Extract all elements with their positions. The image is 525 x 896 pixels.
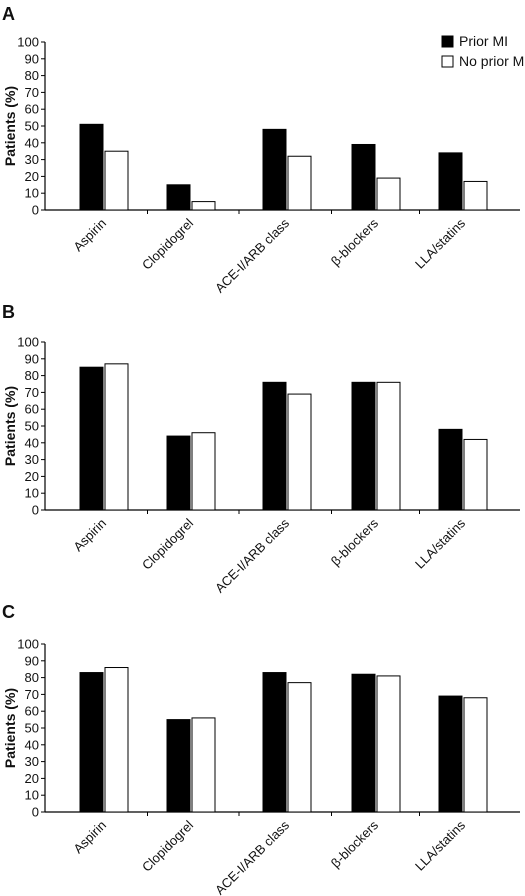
category-label: Clopidogrel: [139, 215, 196, 272]
category-label: Clopidogrel: [139, 515, 196, 572]
y-tick-label: 50: [25, 419, 39, 434]
category-label: ACE-I/ARB class: [212, 817, 292, 896]
y-tick-label: 20: [25, 771, 39, 786]
y-tick-label: 100: [17, 637, 39, 652]
bar-prior-mi: [438, 152, 463, 211]
legend: Prior MI No prior MI: [441, 33, 525, 69]
panel-letter: C: [2, 602, 15, 622]
panel-letter: A: [2, 4, 15, 24]
y-tick-label: 50: [25, 119, 39, 134]
y-axis-label: Patients (%): [2, 86, 18, 166]
y-tick-label: 60: [25, 704, 39, 719]
bar-prior-mi: [438, 695, 463, 813]
y-tick-label: 20: [25, 469, 39, 484]
y-tick-label: 100: [17, 335, 39, 350]
y-tick-label: 10: [25, 788, 39, 803]
y-tick-label: 70: [25, 687, 39, 702]
y-tick-label: 40: [25, 135, 39, 150]
y-tick-label: 80: [25, 68, 39, 83]
bar-no-prior-mi: [191, 717, 216, 813]
y-tick-label: 30: [25, 452, 39, 467]
category-label: ACE-I/ARB class: [212, 215, 292, 295]
bar-prior-mi: [166, 435, 191, 511]
bar-no-prior-mi: [287, 393, 312, 511]
category-label: LLA/statins: [412, 215, 468, 271]
legend-label: No prior MI: [459, 53, 525, 69]
bar-no-prior-mi: [104, 150, 129, 211]
bar-prior-mi: [166, 184, 191, 211]
y-axis-label: Patients (%): [2, 386, 18, 466]
y-tick-label: 0: [32, 503, 39, 518]
y-tick-label: 80: [25, 670, 39, 685]
y-tick-label: 10: [25, 186, 39, 201]
y-tick-label: 70: [25, 85, 39, 100]
legend-item-prior-mi: Prior MI: [441, 33, 508, 49]
y-tick-label: 100: [17, 35, 39, 50]
bar-no-prior-mi: [104, 667, 129, 813]
category-label: β-blockers: [328, 515, 382, 569]
y-tick-label: 90: [25, 653, 39, 668]
bar-prior-mi: [79, 672, 104, 813]
panel-letter: B: [2, 302, 15, 322]
category-label: Clopidogrel: [139, 817, 196, 874]
category-label: Aspirin: [70, 216, 109, 255]
bar-prior-mi: [166, 719, 191, 813]
bar-no-prior-mi: [463, 180, 488, 211]
y-tick-label: 0: [32, 203, 39, 218]
bar-no-prior-mi: [191, 432, 216, 511]
category-label: β-blockers: [328, 817, 382, 871]
bar-no-prior-mi: [376, 177, 401, 211]
bar-no-prior-mi: [463, 438, 488, 511]
bar-no-prior-mi: [376, 675, 401, 813]
y-tick-label: 30: [25, 152, 39, 167]
bar-no-prior-mi: [287, 155, 312, 211]
y-tick-label: 70: [25, 385, 39, 400]
category-label: β-blockers: [328, 215, 382, 269]
bar-prior-mi: [262, 672, 287, 813]
legend-label: Prior MI: [459, 33, 508, 49]
y-tick-label: 30: [25, 754, 39, 769]
y-tick-label: 90: [25, 351, 39, 366]
bar-prior-mi: [262, 381, 287, 511]
y-tick-label: 40: [25, 435, 39, 450]
bar-prior-mi: [262, 128, 287, 211]
bar-prior-mi: [79, 366, 104, 511]
y-tick-label: 20: [25, 169, 39, 184]
y-tick-label: 0: [32, 805, 39, 820]
bar-prior-mi: [79, 123, 104, 211]
y-axis-label: Patients (%): [2, 688, 18, 768]
legend-item-no-prior-mi: No prior MI: [441, 53, 525, 69]
bar-prior-mi: [438, 428, 463, 511]
y-tick-label: 90: [25, 51, 39, 66]
bar-no-prior-mi: [463, 697, 488, 813]
category-label: Aspirin: [70, 818, 109, 857]
legend-swatch: [441, 35, 454, 48]
bar-no-prior-mi: [376, 381, 401, 511]
legend-swatch: [441, 55, 454, 68]
bar-no-prior-mi: [104, 363, 129, 511]
y-tick-label: 50: [25, 721, 39, 736]
y-tick-label: 80: [25, 368, 39, 383]
y-tick-label: 60: [25, 402, 39, 417]
category-label: Aspirin: [70, 516, 109, 555]
bar-prior-mi: [351, 381, 376, 511]
bar-no-prior-mi: [287, 682, 312, 813]
bar-prior-mi: [351, 143, 376, 211]
category-label: ACE-I/ARB class: [212, 515, 292, 595]
category-label: LLA/statins: [412, 817, 468, 873]
y-tick-label: 10: [25, 486, 39, 501]
y-tick-label: 60: [25, 102, 39, 117]
bar-prior-mi: [351, 673, 376, 813]
bar-no-prior-mi: [191, 201, 216, 211]
y-tick-label: 40: [25, 737, 39, 752]
category-label: LLA/statins: [412, 515, 468, 571]
